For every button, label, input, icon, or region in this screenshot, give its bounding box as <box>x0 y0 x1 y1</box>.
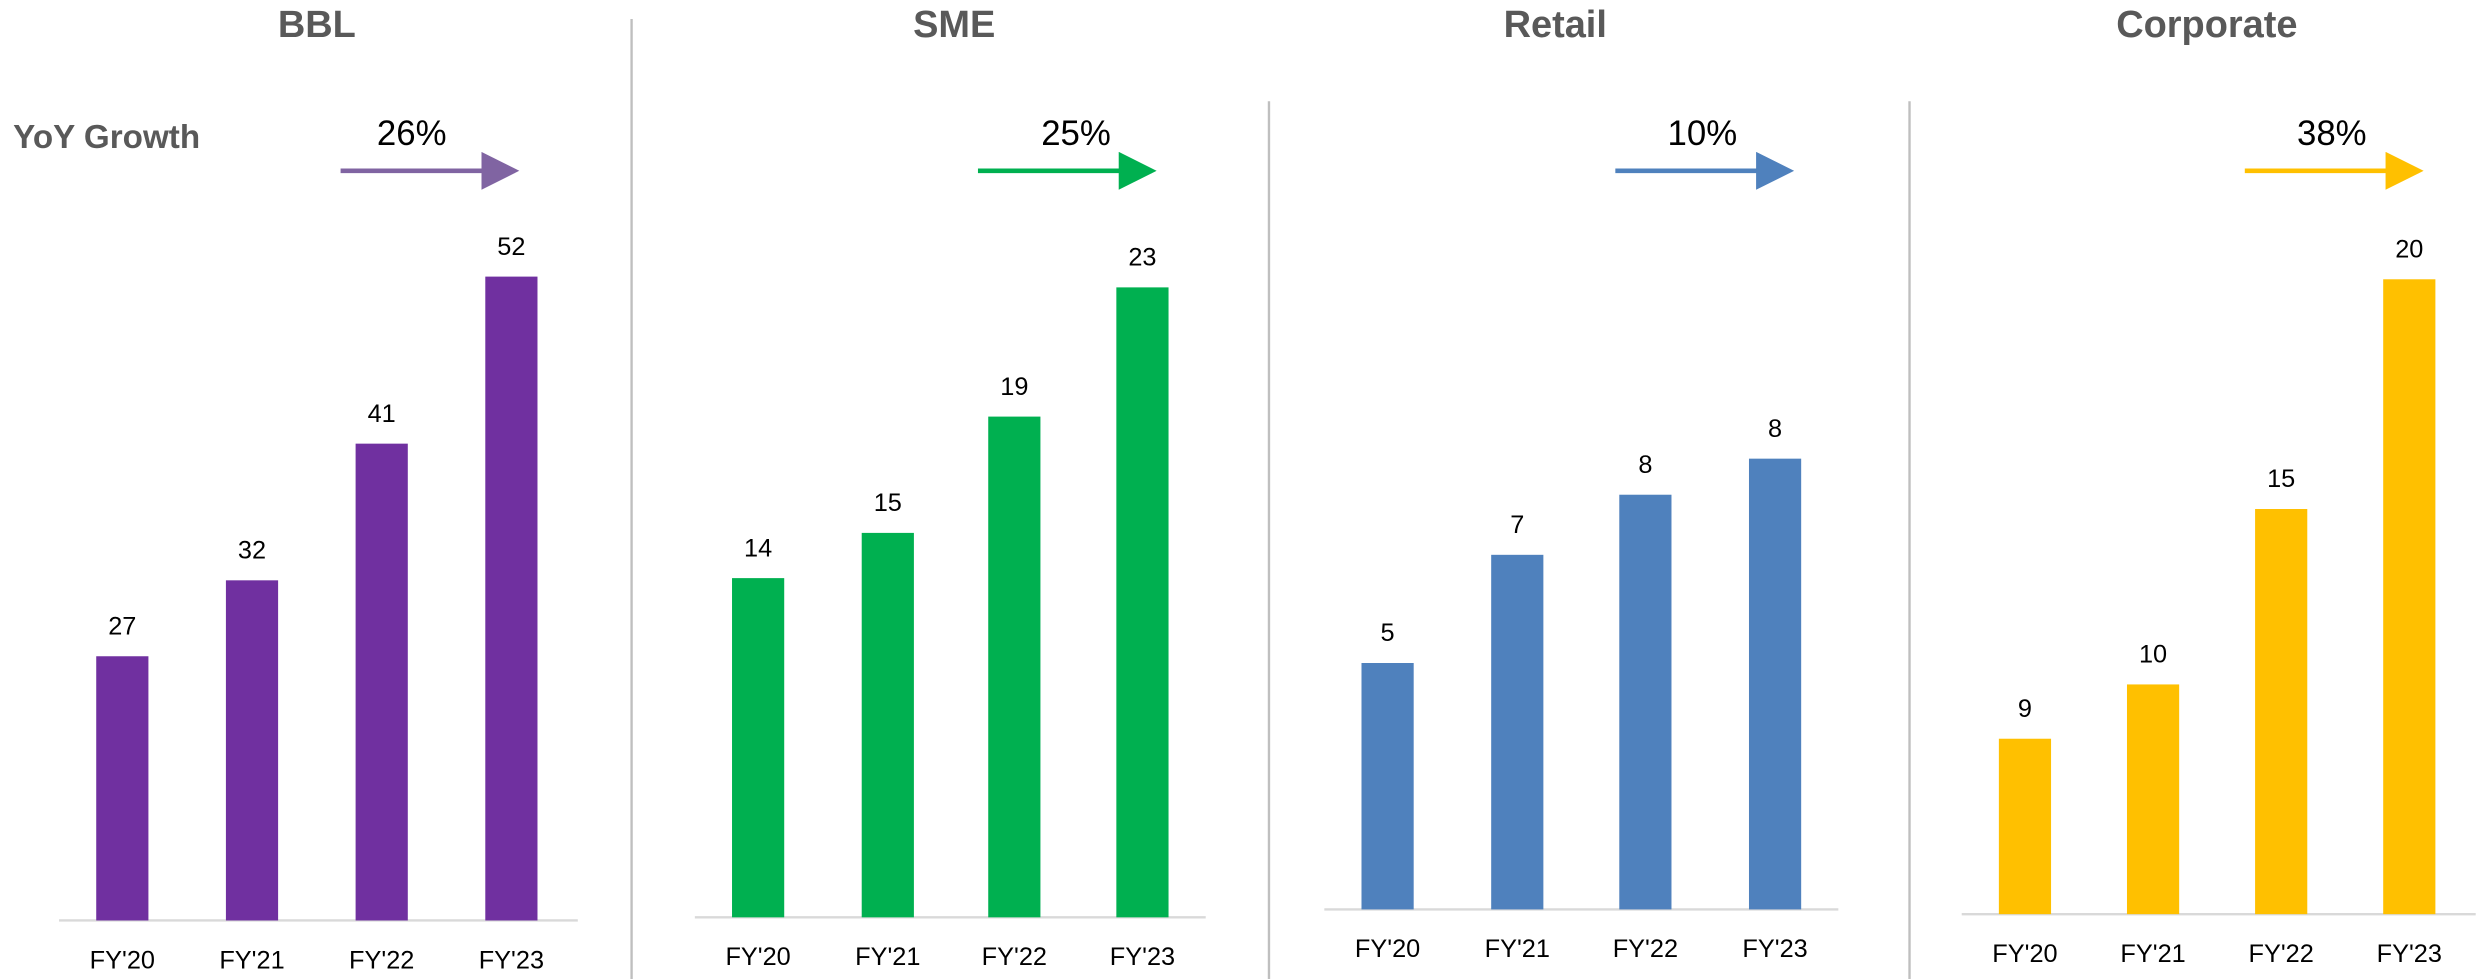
chart-title: Retail <box>1504 4 1607 46</box>
bar <box>1116 287 1169 918</box>
data-label: 15 <box>2267 465 2295 493</box>
bar <box>96 656 149 921</box>
x-tick-label: FY'22 <box>982 943 1047 971</box>
data-label: 14 <box>744 534 772 562</box>
x-tick-label: FY'23 <box>479 946 544 974</box>
data-label: 9 <box>2018 695 2032 723</box>
data-label: 41 <box>368 400 396 428</box>
x-tick-label: FY'21 <box>855 943 920 971</box>
x-tick-label: FY'20 <box>1355 935 1420 963</box>
bar <box>988 416 1041 918</box>
bar <box>2255 509 2308 915</box>
data-label: 32 <box>238 537 266 565</box>
data-label: 7 <box>1510 511 1524 539</box>
x-tick-label: FY'21 <box>2120 940 2185 968</box>
x-tick-label: FY'23 <box>2377 940 2442 968</box>
bar <box>861 532 914 918</box>
yoy-label: YoY Growth <box>13 119 200 156</box>
chart-title: Corporate <box>2116 4 2297 46</box>
x-tick-label: FY'21 <box>219 946 284 974</box>
bar <box>2126 684 2180 915</box>
data-label: 10 <box>2139 641 2167 669</box>
data-label: 8 <box>1638 451 1652 479</box>
data-label: 20 <box>2395 236 2423 264</box>
data-label: 5 <box>1381 619 1395 647</box>
growth-annotation: 25% <box>1041 115 1111 153</box>
growth-annotation: 38% <box>2297 115 2367 153</box>
bar <box>1361 662 1414 910</box>
growth-annotation: 26% <box>377 115 447 153</box>
growth-annotation: 10% <box>1668 115 1738 153</box>
x-tick-label: FY'23 <box>1742 935 1807 963</box>
bar <box>1619 494 1672 910</box>
bar <box>732 578 785 918</box>
chart-title: SME <box>913 4 995 46</box>
data-label: 19 <box>1000 373 1028 401</box>
data-label: 15 <box>874 489 902 517</box>
data-label: 52 <box>497 233 525 261</box>
x-tick-label: FY'23 <box>1110 943 1175 971</box>
x-tick-label: FY'20 <box>90 946 155 974</box>
x-tick-label: FY'22 <box>349 946 414 974</box>
x-tick-label: FY'22 <box>1613 935 1678 963</box>
bar <box>1748 458 1802 910</box>
bar <box>1998 738 2052 915</box>
bar <box>485 276 538 921</box>
bar <box>225 580 279 921</box>
chart-title: BBL <box>278 4 356 46</box>
x-tick-label: FY'20 <box>1992 940 2057 968</box>
bar <box>2383 279 2436 915</box>
data-label: 27 <box>108 612 136 640</box>
x-tick-label: FY'22 <box>2249 940 2314 968</box>
data-label: 8 <box>1768 415 1782 443</box>
x-tick-label: FY'20 <box>725 943 790 971</box>
bar <box>355 443 408 921</box>
x-tick-label: FY'21 <box>1485 935 1550 963</box>
bar <box>1491 554 1544 910</box>
data-label: 23 <box>1128 244 1156 272</box>
